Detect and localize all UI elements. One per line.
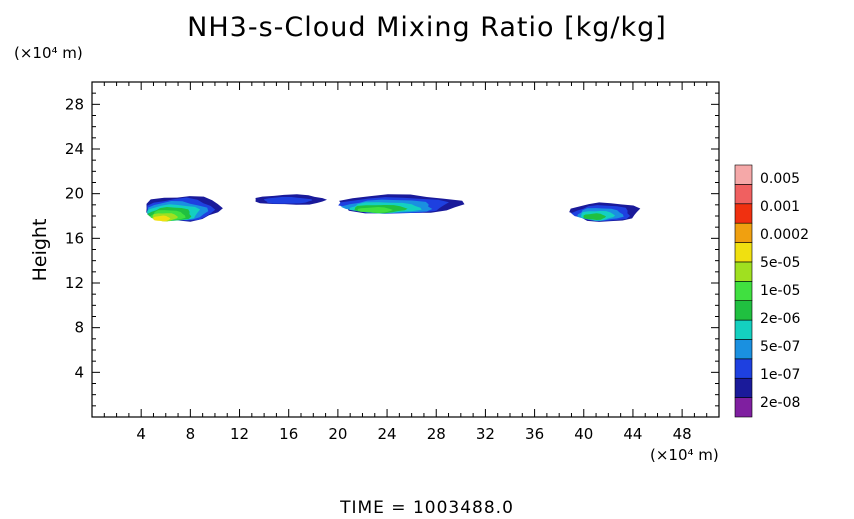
- x-tick-label: 40: [574, 425, 593, 443]
- y-tick-label: 20: [65, 185, 84, 203]
- cloud-level: [583, 213, 607, 220]
- time-label: TIME = 1003488.0: [340, 498, 514, 518]
- cloud-level: [263, 196, 313, 204]
- colorbar-label: 0.0002: [760, 227, 809, 243]
- y-tick-label: 12: [65, 274, 84, 292]
- colorbar-swatch: [734, 242, 753, 263]
- colorbar-label: 0.005: [760, 171, 800, 187]
- colorbar-label: 1e-05: [760, 283, 800, 299]
- x-tick-label: 20: [328, 425, 347, 443]
- colorbar-swatch: [734, 339, 753, 360]
- y-tick-label: 8: [74, 319, 84, 337]
- y-tick-label: 16: [65, 229, 84, 247]
- x-tick-label: 16: [279, 425, 298, 443]
- x-tick-label: 32: [476, 425, 495, 443]
- x-tick-label: 12: [230, 425, 249, 443]
- colorbar-swatch: [734, 358, 753, 379]
- cloud: [255, 194, 327, 205]
- colorbar-label: 2e-06: [760, 311, 800, 327]
- y-tick-label: 28: [65, 95, 84, 113]
- colorbar-swatch: [734, 300, 753, 321]
- cloud: [338, 194, 465, 214]
- y-tick-label: 4: [74, 363, 84, 381]
- colorbar-swatch: [734, 281, 753, 301]
- x-tick-label: 28: [427, 425, 446, 443]
- colorbar-label: 1e-07: [760, 367, 800, 383]
- colorbar-swatch: [734, 319, 753, 340]
- colorbar-swatch: [734, 261, 753, 282]
- colorbar-swatch: [734, 222, 753, 243]
- cloud-layer: [146, 194, 641, 222]
- x-tick-label: 4: [136, 425, 146, 443]
- colorbar-label: 2e-08: [760, 395, 800, 411]
- y-tick-label: 24: [65, 140, 84, 158]
- x-tick-label: 48: [673, 425, 692, 443]
- chart-title: NH3-s-Cloud Mixing Ratio [kg/kg]: [187, 12, 667, 43]
- x-tick-label: 8: [186, 425, 196, 443]
- colorbar-label: 0.001: [760, 199, 800, 215]
- colorbar: 2e-08 1e-07 5e-07 2e-06 1e-05 5e-05 0.0002 0.00…: [734, 164, 809, 418]
- colorbar-swatch: [734, 377, 753, 398]
- cloud-level: [153, 215, 171, 222]
- x-tick-label: 24: [378, 425, 397, 443]
- cloud: [146, 196, 223, 222]
- x-tick-label: 44: [623, 425, 642, 443]
- cloud-level: [357, 207, 393, 213]
- colorbar-label: 5e-05: [760, 255, 800, 271]
- colorbar-label: 5e-07: [760, 339, 800, 355]
- colorbar-swatch: [734, 203, 753, 224]
- x-axis-unit: (×10⁴ m): [650, 446, 719, 464]
- colorbar-swatch: [734, 164, 753, 185]
- x-tick-label: 36: [525, 425, 544, 443]
- colorbar-swatch: [734, 184, 753, 205]
- cloud: [569, 202, 641, 222]
- colorbar-swatch: [734, 397, 753, 418]
- plot-frame: [91, 81, 720, 418]
- y-axis-unit: (×10⁴ m): [14, 44, 83, 62]
